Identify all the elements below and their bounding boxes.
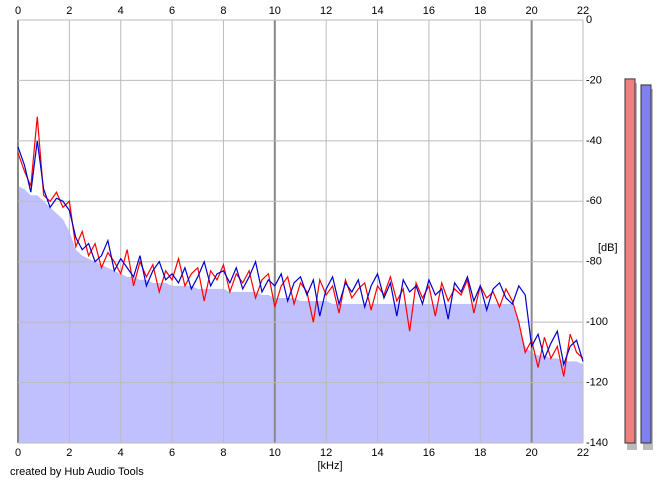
- x-tick-label-bottom: 4: [118, 447, 124, 459]
- x-tick-label-top: 2: [66, 5, 72, 17]
- y-tick-label: -100: [586, 316, 608, 328]
- x-tick-label-bottom: 10: [269, 447, 281, 459]
- level-bar: [624, 78, 636, 444]
- y-axis-label: [dB]: [598, 242, 618, 254]
- x-axis-label: [kHz]: [317, 460, 342, 472]
- x-tick-label-top: 4: [118, 5, 124, 17]
- x-tick-label-top: 22: [577, 5, 589, 17]
- x-tick-label-top: 20: [526, 5, 538, 17]
- x-tick-label-bottom: 8: [220, 447, 226, 459]
- y-tick-label: -40: [586, 135, 602, 147]
- x-tick-label-top: 6: [169, 5, 175, 17]
- x-tick-label-bottom: 20: [526, 447, 538, 459]
- x-tick-label-top: 0: [15, 5, 21, 17]
- x-tick-label-top: 12: [320, 5, 332, 17]
- spectrum-fill: [18, 186, 583, 443]
- y-tick-label: -120: [586, 376, 608, 388]
- y-tick-label: -60: [586, 195, 602, 207]
- x-tick-label-bottom: 16: [423, 447, 435, 459]
- x-tick-label-top: 18: [474, 5, 486, 17]
- x-tick-label-top: 14: [371, 5, 383, 17]
- y-tick-label: -20: [586, 74, 602, 86]
- y-tick-label: 0: [586, 14, 592, 26]
- x-tick-label-bottom: 22: [577, 447, 589, 459]
- y-tick-label: -140: [586, 437, 608, 449]
- x-tick-label-bottom: 18: [474, 447, 486, 459]
- x-tick-label-bottom: 0: [15, 447, 21, 459]
- y-tick-label: -80: [586, 256, 602, 268]
- level-bar: [640, 84, 652, 444]
- x-tick-label-top: 8: [220, 5, 226, 17]
- x-tick-label-bottom: 12: [320, 447, 332, 459]
- x-tick-label-bottom: 14: [371, 447, 383, 459]
- footer: created by Hub Audio Tools: [10, 466, 144, 478]
- spectrum-line: [17, 140, 584, 367]
- x-tick-label-bottom: 2: [66, 447, 72, 459]
- x-tick-label-bottom: 6: [169, 447, 175, 459]
- x-tick-label-top: 16: [423, 5, 435, 17]
- x-tick-label-top: 10: [269, 5, 281, 17]
